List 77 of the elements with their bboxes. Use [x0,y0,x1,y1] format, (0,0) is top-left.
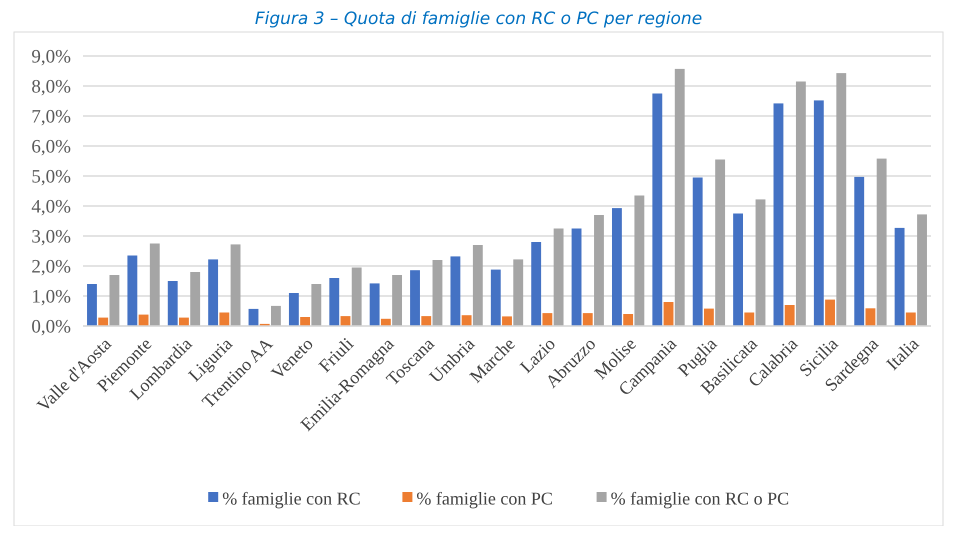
bar [248,308,258,326]
bar [865,308,876,326]
bar [472,245,483,326]
bar [127,256,138,326]
bar [906,312,916,326]
legend-label: % famiglie con PC [416,488,553,508]
bar [674,68,685,326]
bar [756,199,766,326]
bar [664,302,674,326]
bar [876,158,887,326]
bar [219,312,230,326]
bar [502,316,512,326]
bar [462,315,472,326]
bar [352,268,362,326]
bar [329,278,340,326]
bar [572,228,582,326]
bar [392,275,402,326]
bar [208,259,218,326]
bar [652,94,662,326]
bar [836,73,846,326]
bar [300,317,310,326]
bar [894,228,905,326]
bar [531,242,542,326]
bar [814,100,824,326]
y-tick-label: 2,0% [31,256,72,278]
bar [380,318,391,326]
bar [150,244,160,326]
legend-label: % famiglie con RC o PC [610,488,790,508]
bar [87,284,97,326]
bar [311,284,322,326]
bar [410,270,420,326]
bar [340,316,350,326]
y-tick-label: 4,0% [31,196,72,218]
bar [138,314,149,326]
y-tick-label: 1,0% [31,286,72,308]
bar [825,300,835,326]
y-tick-label: 0,0% [31,316,72,338]
bar [270,306,281,326]
bar [612,208,622,326]
bar [179,318,189,326]
bar [704,308,714,326]
bar [190,272,200,326]
bar [623,314,634,326]
y-tick-label: 5,0% [31,166,72,188]
y-tick-label: 8,0% [31,76,72,98]
bar [554,228,564,326]
chart-title: Figura 3 – Quota di famiglie con RC o PC per regione [254,9,702,29]
bar [370,283,380,326]
bar [109,275,120,326]
bar [692,178,703,326]
bar [594,215,604,326]
bar [450,256,460,326]
bar [774,103,784,326]
bar [168,281,178,326]
y-tick-label: 9,0% [31,46,72,68]
bar [634,196,644,326]
bar [230,244,240,326]
y-tick-label: 3,0% [31,226,72,248]
x-tick-label: Italia [882,334,923,374]
bar [715,160,726,326]
legend-label: % famiglie con RC [222,488,361,508]
bar [288,293,299,326]
bar [744,312,754,326]
bar [432,260,442,326]
bar [98,318,108,326]
bar [854,176,864,326]
bar [490,270,501,326]
bar [513,259,524,326]
bar [542,313,552,326]
bar [784,305,795,326]
bar [582,313,593,326]
bar [917,214,927,326]
bar [796,82,806,326]
bar [733,214,744,326]
y-tick-label: 7,0% [31,106,72,128]
y-tick-label: 6,0% [31,136,72,158]
bar [421,316,432,326]
